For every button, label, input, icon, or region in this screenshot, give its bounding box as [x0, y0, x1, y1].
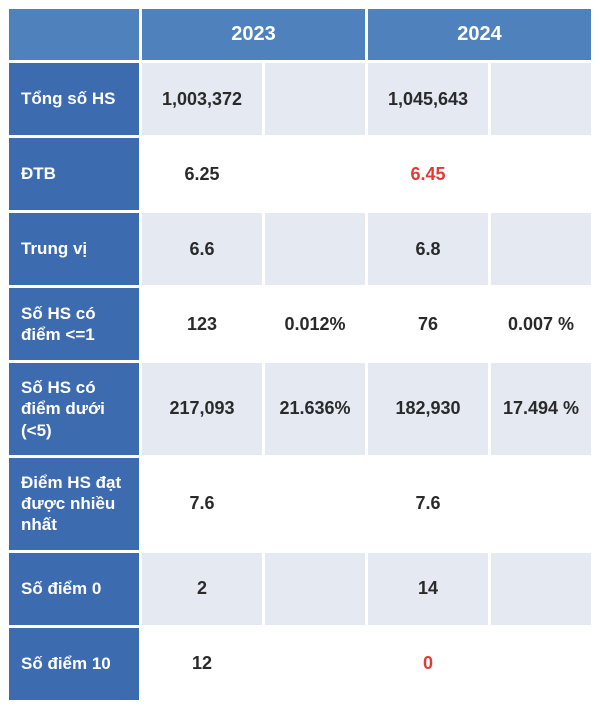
- cell-2024-percent: [491, 63, 591, 135]
- cell-2024-value: 7.6: [368, 458, 488, 550]
- cell-2023-percent: [265, 138, 365, 210]
- cell-2023-percent: 0.012%: [265, 288, 365, 360]
- cell-2024-percent: 0.007 %: [491, 288, 591, 360]
- row-label-total: Tổng số HS: [9, 63, 139, 135]
- cell-2023-value: 217,093: [142, 363, 262, 455]
- row-label-zero: Số điểm 0: [9, 553, 139, 625]
- cell-2024-percent: [491, 553, 591, 625]
- table-row: Số HS có điểm dưới (<5)217,09321.636%182…: [9, 363, 591, 455]
- cell-2023-percent: [265, 63, 365, 135]
- header-row: 2023 2024: [9, 9, 591, 60]
- cell-2024-percent: [491, 213, 591, 285]
- header-blank: [9, 9, 139, 60]
- cell-2023-value: 1,003,372: [142, 63, 262, 135]
- row-label-le1: Số HS có điểm <=1: [9, 288, 139, 360]
- cell-2024-percent: 17.494 %: [491, 363, 591, 455]
- row-label-mode: Điểm HS đạt được nhiều nhất: [9, 458, 139, 550]
- cell-2024-percent: [491, 458, 591, 550]
- table-row: Điểm HS đạt được nhiều nhất7.67.6: [9, 458, 591, 550]
- cell-2023-percent: [265, 213, 365, 285]
- row-label-median: Trung vị: [9, 213, 139, 285]
- row-label-ten: Số điểm 10: [9, 628, 139, 700]
- cell-2023-value: 6.6: [142, 213, 262, 285]
- cell-2023-value: 7.6: [142, 458, 262, 550]
- row-label-dtb: ĐTB: [9, 138, 139, 210]
- cell-2023-percent: [265, 553, 365, 625]
- cell-2023-value: 12: [142, 628, 262, 700]
- table-row: ĐTB6.25 6.45: [9, 138, 591, 210]
- cell-2023-value: 6.25: [142, 138, 262, 210]
- stats-table: 2023 2024 Tổng số HS1,003,3721,045,643ĐT…: [6, 6, 594, 703]
- cell-2024-value: 76: [368, 288, 488, 360]
- header-year-2023: 2023: [142, 9, 365, 60]
- cell-2023-percent: [265, 628, 365, 700]
- cell-2023-value: 2: [142, 553, 262, 625]
- cell-2024-value: 14: [368, 553, 488, 625]
- table-row: Trung vị6.6 6.8: [9, 213, 591, 285]
- table-container: 2023 2024 Tổng số HS1,003,3721,045,643ĐT…: [0, 0, 600, 709]
- table-row: Số HS có điểm <=11230.012%760.007 %: [9, 288, 591, 360]
- cell-2023-value: 123: [142, 288, 262, 360]
- cell-2024-value: 6.45: [368, 138, 488, 210]
- table-row: Số điểm 1012 0: [9, 628, 591, 700]
- row-label-lt5: Số HS có điểm dưới (<5): [9, 363, 139, 455]
- cell-2023-percent: 21.636%: [265, 363, 365, 455]
- table-row: Tổng số HS1,003,372 1,045,643: [9, 63, 591, 135]
- cell-2024-value: 6.8: [368, 213, 488, 285]
- header-year-2024: 2024: [368, 9, 591, 60]
- cell-2023-percent: [265, 458, 365, 550]
- cell-2024-value: 0: [368, 628, 488, 700]
- cell-2024-value: 182,930: [368, 363, 488, 455]
- table-row: Số điểm 02 14: [9, 553, 591, 625]
- cell-2024-value: 1,045,643: [368, 63, 488, 135]
- cell-2024-percent: [491, 628, 591, 700]
- cell-2024-percent: [491, 138, 591, 210]
